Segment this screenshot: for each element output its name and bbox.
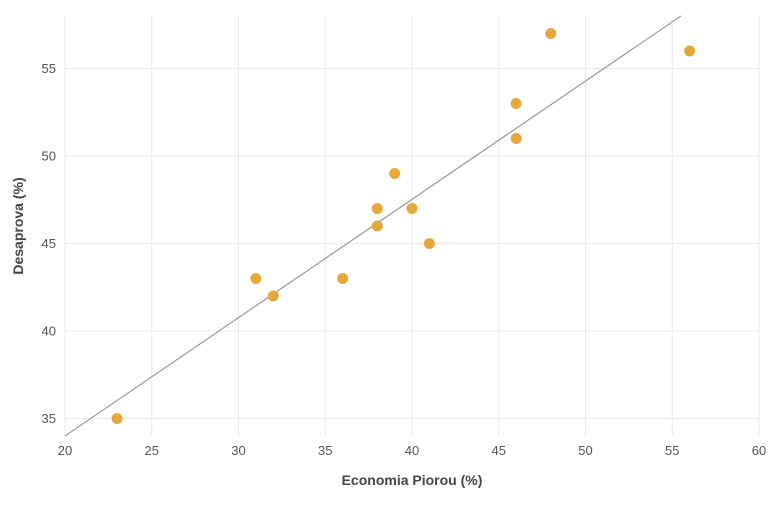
y-axis-title: Desaprova (%) bbox=[10, 177, 26, 274]
data-point bbox=[684, 45, 696, 57]
x-tick-label: 45 bbox=[492, 443, 506, 458]
x-tick-label: 25 bbox=[145, 443, 159, 458]
data-point bbox=[406, 203, 418, 214]
x-axis-ticks: 20 25 30 35 40 45 50 55 60 bbox=[58, 443, 766, 458]
data-point bbox=[545, 28, 557, 39]
data-point bbox=[371, 203, 383, 214]
x-tick-label: 60 bbox=[752, 443, 766, 458]
data-point bbox=[250, 273, 262, 284]
x-tick-label: 40 bbox=[405, 443, 419, 458]
y-tick-label: 55 bbox=[42, 61, 56, 76]
data-point bbox=[111, 413, 123, 424]
y-tick-label: 35 bbox=[42, 411, 56, 426]
x-tick-label: 50 bbox=[578, 443, 592, 458]
data-point bbox=[267, 290, 279, 302]
data-point bbox=[389, 168, 401, 179]
grid bbox=[64, 16, 760, 436]
y-tick-label: 50 bbox=[42, 149, 56, 164]
data-point bbox=[337, 273, 349, 284]
data-point bbox=[371, 220, 383, 232]
x-axis-title: Economia Piorou (%) bbox=[342, 472, 483, 488]
y-axis-ticks: 35 40 45 50 55 bbox=[42, 61, 56, 426]
x-tick-label: 30 bbox=[231, 443, 245, 458]
x-tick-label: 55 bbox=[665, 443, 679, 458]
data-point bbox=[510, 98, 522, 109]
y-tick-label: 40 bbox=[42, 324, 56, 339]
data-point bbox=[510, 133, 522, 144]
points-group bbox=[111, 28, 696, 424]
x-tick-label: 35 bbox=[318, 443, 332, 458]
y-tick-label: 45 bbox=[42, 236, 56, 251]
x-tick-label: 20 bbox=[58, 443, 72, 458]
data-point bbox=[423, 238, 435, 249]
